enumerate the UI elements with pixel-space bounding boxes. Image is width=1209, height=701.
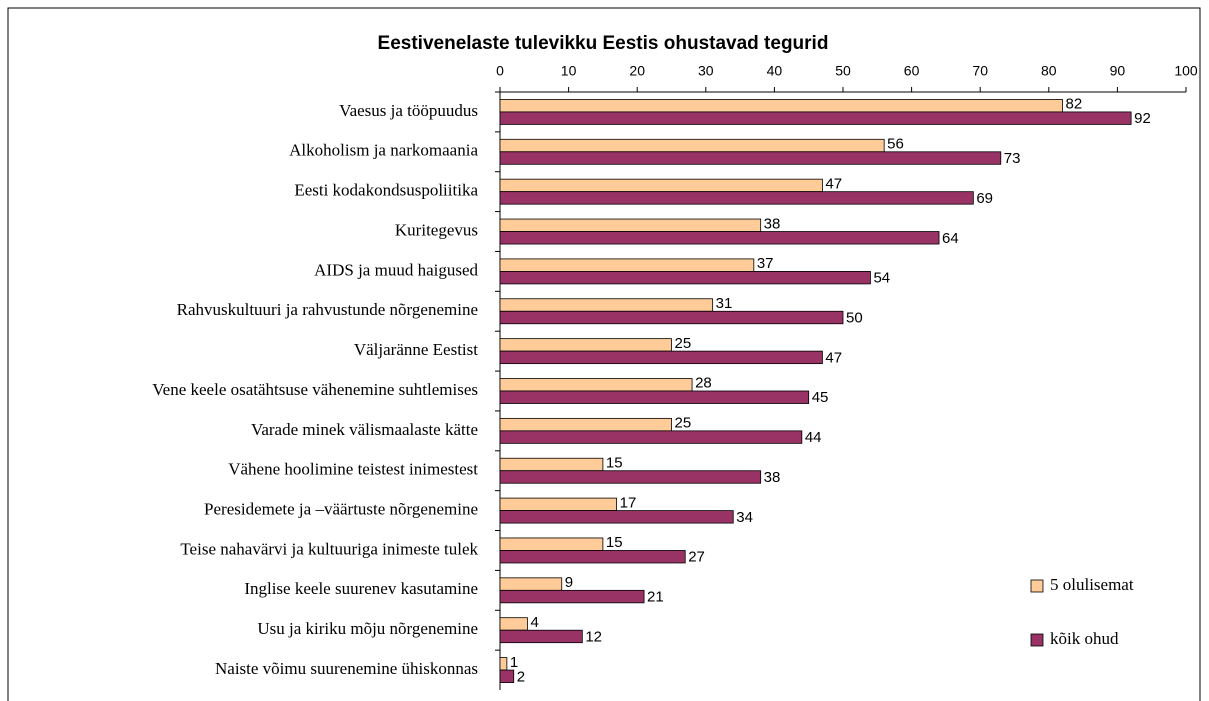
bar	[499, 350, 823, 365]
data-label: 37	[757, 255, 774, 272]
bar	[499, 550, 686, 564]
y-tick-label: Vene keele osatähtsuse vähenemine suhtle…	[152, 380, 478, 399]
x-tick-label: 70	[972, 63, 988, 79]
data-label: 50	[846, 309, 863, 326]
bar	[499, 99, 1063, 113]
data-label: 47	[825, 349, 842, 366]
bar	[499, 457, 604, 472]
chart-title: Eestivenelaste tulevikku Eestis ohustava…	[378, 33, 829, 54]
bar	[499, 417, 672, 432]
x-tick-label: 20	[629, 63, 645, 79]
x-tick-label: 80	[1041, 63, 1057, 79]
y-tick-label: Inglise keele suurenev kasutamine	[244, 579, 478, 598]
y-tick-label: Varade minek välismaalaste kätte	[251, 420, 478, 439]
bar	[499, 178, 823, 193]
data-label: 73	[1004, 150, 1021, 167]
bar	[499, 589, 645, 604]
data-label: 25	[675, 415, 692, 432]
bar	[499, 390, 810, 404]
y-tick-label: Usu ja kiriku mõju nõrgenemine	[257, 619, 478, 638]
y-tick-label: Alkoholism ja narkomaania	[289, 141, 478, 160]
legend-label: kõik ohud	[1050, 629, 1119, 648]
y-tick-label: Kuritegevus	[395, 220, 478, 239]
data-label: 1	[510, 654, 518, 671]
x-tick-label: 0	[496, 63, 504, 79]
data-label: 28	[695, 375, 712, 392]
x-tick-label: 50	[835, 63, 851, 79]
bar	[499, 151, 1002, 165]
data-label: 17	[620, 494, 637, 511]
bar	[499, 231, 940, 245]
data-label: 47	[825, 175, 842, 192]
data-label: 56	[887, 136, 904, 153]
data-label: 2	[517, 668, 525, 685]
bar	[499, 258, 755, 272]
y-tick-label: AIDS ja muud haigused	[314, 260, 478, 279]
data-label: 44	[805, 429, 822, 446]
bar	[499, 430, 803, 444]
x-tick-label: 100	[1174, 63, 1198, 79]
x-tick-label: 40	[767, 63, 783, 79]
data-label: 12	[585, 628, 602, 645]
legend-label: 5 olulisemat	[1050, 575, 1134, 594]
bar	[499, 577, 563, 591]
bar	[499, 617, 528, 631]
y-tick-label: Väljaränne Eestist	[354, 340, 478, 359]
data-label: 4	[530, 614, 538, 631]
x-tick-label: 10	[561, 63, 577, 79]
data-label: 64	[942, 230, 959, 247]
data-label: 9	[565, 574, 573, 591]
x-tick-label: 90	[1110, 63, 1126, 79]
bar	[499, 111, 1132, 125]
bar	[499, 378, 693, 392]
data-label: 15	[606, 534, 623, 551]
bar	[499, 629, 583, 644]
y-tick-label: Teise nahavärvi ja kultuuriga inimeste t…	[180, 539, 478, 558]
bar	[499, 218, 762, 232]
bar	[499, 298, 714, 312]
data-label: 21	[647, 589, 664, 606]
data-label: 25	[675, 335, 692, 352]
data-label: 34	[736, 509, 753, 526]
legend-swatch	[1030, 633, 1044, 647]
data-label: 45	[812, 389, 829, 406]
data-label: 15	[606, 454, 623, 471]
bar	[499, 310, 844, 325]
data-label: 38	[764, 215, 781, 232]
data-label: 27	[688, 549, 705, 566]
bar	[499, 669, 515, 683]
data-label: 54	[873, 270, 890, 287]
y-tick-label: Peresidemete ja –väärtuste nõrgenemine	[204, 500, 478, 519]
data-label: 69	[976, 190, 993, 207]
bar	[499, 497, 618, 512]
y-tick-label: Naiste võimu suurenemine ühiskonnas	[215, 659, 478, 678]
data-label: 31	[716, 295, 733, 312]
data-label: 92	[1134, 110, 1151, 127]
bar	[499, 338, 672, 352]
bar	[499, 138, 885, 153]
y-tick-label: Vaesus ja tööpuudus	[339, 101, 478, 120]
y-tick-label: Rahvuskultuuri ja rahvustunde nõrgenemin…	[177, 300, 478, 319]
y-tick-label: Vähene hoolimine teistest inimestest	[228, 460, 478, 479]
bar	[499, 191, 974, 205]
data-label: 38	[764, 469, 781, 486]
bar	[499, 510, 734, 524]
y-tick-label: Eesti kodakondsuspoliitika	[294, 181, 478, 200]
bar	[499, 657, 508, 671]
bar	[499, 270, 871, 285]
data-label: 82	[1066, 96, 1083, 113]
x-tick-label: 30	[698, 63, 714, 79]
x-tick-label: 60	[904, 63, 920, 79]
bar	[499, 470, 762, 484]
legend-swatch	[1030, 579, 1044, 593]
bar	[499, 537, 604, 551]
